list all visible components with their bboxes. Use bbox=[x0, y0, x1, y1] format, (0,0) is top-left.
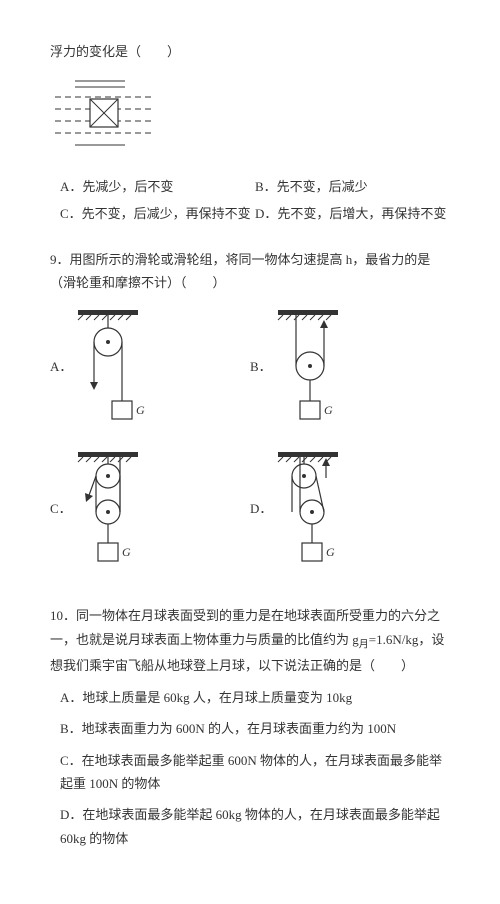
svg-text:G: G bbox=[326, 545, 335, 559]
q9-cell-a: A． G bbox=[50, 306, 250, 426]
q9-stem: 9．用图所示的滑轮或滑轮组，将同一物体匀速提高 h，最省力的是（滑轮重和摩擦不计… bbox=[50, 248, 450, 295]
q9-label-b: B． bbox=[250, 355, 268, 378]
q-partial-choices: A．先减少，后不变 B．先不变，后减少 C．先不变，后减少，再保持不变 D．先不… bbox=[60, 175, 450, 230]
pulley-diagram-b: G bbox=[268, 306, 353, 426]
q9-cell-d: D． G bbox=[250, 448, 450, 568]
choice-a: A．先减少，后不变 bbox=[60, 175, 255, 198]
pulley-diagram-c: G bbox=[68, 448, 153, 568]
q10-choice-d: D．在地球表面最多能举起 60kg 物体的人，在月球表面最多能举起 60kg 的… bbox=[60, 803, 450, 850]
weight-label: G bbox=[136, 403, 145, 417]
pulley-diagram-a: G bbox=[68, 306, 153, 426]
q10-choice-a: A．地球上质量是 60kg 人，在月球上质量变为 10kg bbox=[60, 686, 450, 709]
q10-choice-c: C．在地球表面最多能举起重 600N 物体的人，在月球表面最多能举起重 100N… bbox=[60, 749, 450, 796]
q10-choices: A．地球上质量是 60kg 人，在月球上质量变为 10kg B．地球表面重力为 … bbox=[60, 686, 450, 850]
q9-label-a: A． bbox=[50, 355, 68, 378]
choice-b: B．先不变，后减少 bbox=[255, 175, 450, 198]
q9-cell-b: B． G bbox=[250, 306, 450, 426]
q10-stem: 10．同一物体在月球表面受到的重力是在地球表面所受重力的六分之一，也就是说月球表… bbox=[50, 604, 450, 677]
q9-label-d: D． bbox=[250, 497, 268, 520]
q9-diagrams: A． G B． bbox=[50, 306, 450, 590]
svg-text:G: G bbox=[324, 403, 333, 417]
q-partial-stem: 浮力的变化是（ ） bbox=[50, 40, 450, 63]
q9-cell-c: C． G bbox=[50, 448, 250, 568]
pulley-diagram-d: G bbox=[268, 448, 353, 568]
q-partial-figure bbox=[50, 75, 450, 162]
svg-text:G: G bbox=[122, 545, 131, 559]
q10-stem-sub: 月 bbox=[359, 639, 369, 650]
q9-label-c: C． bbox=[50, 497, 68, 520]
choice-c: C．先不变，后减少，再保持不变 bbox=[60, 202, 255, 225]
choice-d: D．先不变，后增大，再保持不变 bbox=[255, 202, 450, 225]
q10-choice-b: B．地球表面重力为 600N 的人，在月球表面重力约为 100N bbox=[60, 717, 450, 740]
